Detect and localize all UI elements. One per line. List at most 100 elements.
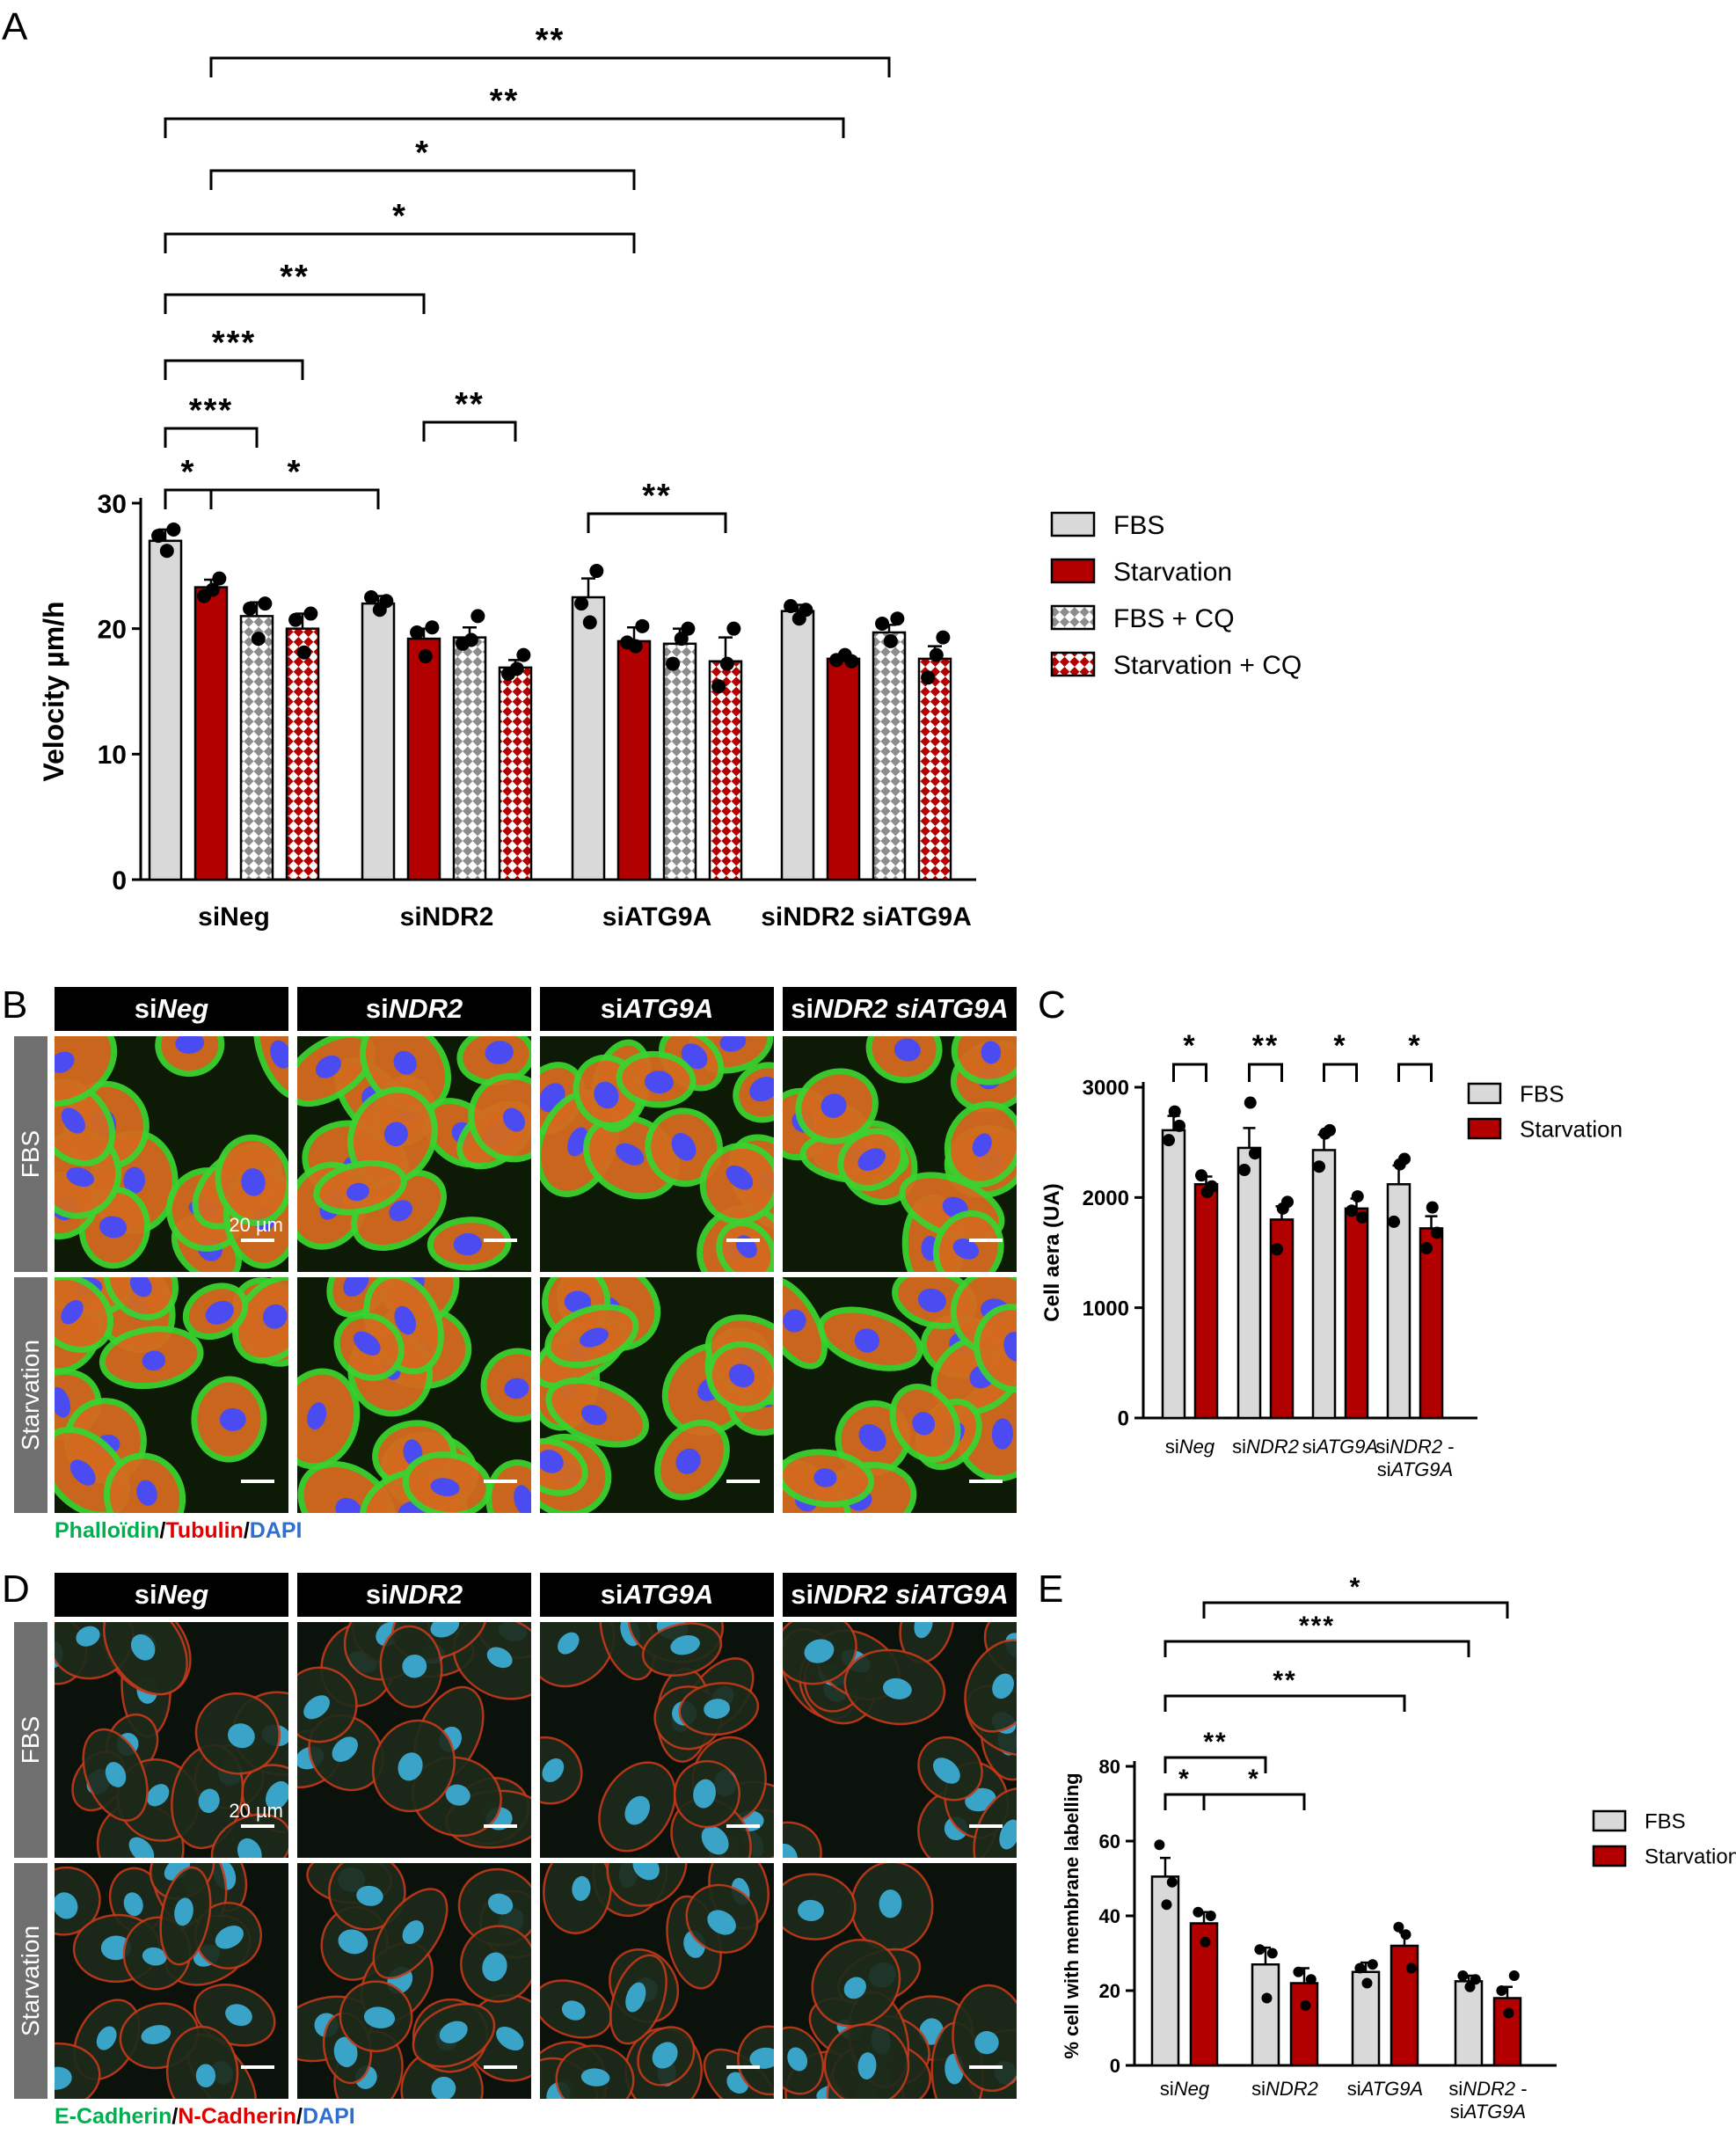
caption-d-ncadherin: N-Cadherin [178, 2104, 297, 2129]
bar-starvation-0 [193, 586, 229, 881]
data-point [159, 544, 174, 559]
significance-label: * [392, 198, 407, 235]
data-point [681, 621, 696, 636]
scale-bar [241, 1824, 274, 1828]
column-header-name: NDR2 [388, 993, 463, 1024]
data-point [1508, 1970, 1520, 1981]
data-point [1163, 1134, 1175, 1147]
significance-bracket [164, 359, 304, 380]
y-tick-label: 0 [1118, 1407, 1129, 1431]
column-header-0: siNeg [55, 1573, 288, 1617]
column-header-3: siNDR2 siATG9A [783, 1573, 1017, 1617]
group-label: siATG9A [1450, 2101, 1526, 2123]
micrograph-0-2 [540, 1622, 774, 1858]
significance-label: ** [1273, 1666, 1296, 1695]
data-point [1431, 1226, 1443, 1239]
legend-swatch [1467, 1082, 1502, 1105]
bar-starvation-3 [826, 657, 861, 881]
column-header-0: siNeg [55, 987, 288, 1031]
significance-bracket [587, 512, 727, 533]
group-label-part: ATG9A [1462, 2101, 1527, 2123]
data-point [425, 620, 440, 635]
scale-bar [726, 1824, 760, 1828]
legend-label: FBS [1645, 1810, 1686, 1834]
y-tick-label: 60 [1099, 1831, 1120, 1853]
panel-label-e: E [1038, 1568, 1064, 1611]
column-header-prefix: si [365, 993, 389, 1024]
data-point [1496, 1985, 1507, 1996]
micrograph-1-0 [55, 1863, 288, 2099]
data-point [719, 656, 734, 671]
column-header-3: siNDR2 siATG9A [783, 987, 1017, 1031]
legend-swatch [1467, 1117, 1502, 1140]
data-point [1238, 1164, 1251, 1176]
data-point [212, 571, 227, 586]
bar-fbs-3 [1454, 1980, 1484, 2067]
data-point [875, 616, 890, 631]
micrograph-1-2 [540, 1277, 774, 1513]
significance-bracket [1163, 1756, 1267, 1773]
bar-starvation-0 [1193, 1183, 1219, 1420]
group-label-part: si [1448, 2078, 1462, 2100]
data-point [628, 639, 643, 654]
data-point [844, 654, 859, 669]
scale-bar [241, 2065, 274, 2069]
y-tick-label: 0 [1110, 2055, 1120, 2077]
y-tick-label: 2000 [1083, 1187, 1129, 1210]
significance-label: *** [1299, 1611, 1335, 1641]
scale-bar [969, 1824, 1003, 1828]
scale-bar [969, 1480, 1003, 1483]
column-header-2: siATG9A [540, 1573, 774, 1617]
group-label-part: Neg [1174, 2078, 1210, 2100]
significance-bracket [1248, 1063, 1283, 1082]
column-header-prefix: si [134, 1579, 157, 1610]
data-point [1400, 1929, 1411, 1940]
significance-label: * [1333, 1029, 1346, 1063]
bar-fbs-1 [1236, 1146, 1262, 1420]
data-point [1324, 1123, 1336, 1136]
group-label-part: NDR2 [1390, 1436, 1442, 1458]
row-label-text: Starvation [17, 1925, 44, 2037]
legend-swatch [1050, 604, 1096, 631]
scale-bar [969, 2065, 1003, 2069]
data-point [1193, 1906, 1204, 1918]
data-point [582, 615, 597, 630]
chart-e-membrane-labelling: 0 20 40 60 80 % cell with membrane labelling s… [1061, 1573, 1736, 2123]
significance-label: *** [189, 392, 233, 429]
group-label: siNDR2 - [1448, 2078, 1527, 2100]
significance-bracket [164, 232, 636, 253]
significance-bracket [422, 420, 517, 442]
group-label-part: ATG9A [1390, 1458, 1454, 1480]
bar-fbs-3 [780, 610, 815, 881]
caption-d: E-Cadherin/N-Cadherin/DAPI [55, 2104, 355, 2130]
significance-label: * [415, 135, 430, 172]
group-label-part: NDR2 [1462, 2078, 1515, 2100]
group-label-part: si [1377, 1458, 1391, 1480]
scale-bar [484, 1824, 517, 1828]
bar-starvation-2 [1344, 1207, 1369, 1420]
data-point [1200, 1936, 1211, 1948]
caption-d-dapi: DAPI [303, 2104, 355, 2129]
group-label: siNDR2 [1232, 1436, 1299, 1458]
micrograph-0-1 [297, 1036, 531, 1272]
bar-fbs-1 [1251, 1963, 1280, 2067]
bar-starvation-1 [1289, 1982, 1319, 2067]
significance-label: ** [1252, 1029, 1279, 1063]
scale-bar [726, 1480, 760, 1483]
bar-fbs-2 [571, 596, 606, 881]
bar-starvation-3 [1419, 1227, 1444, 1420]
micrograph-1-0 [55, 1277, 288, 1513]
group-label-part: - [1442, 1436, 1454, 1458]
bar-fbs-cq-3 [872, 631, 907, 881]
data-point [1356, 1210, 1368, 1224]
data-point [1244, 1096, 1257, 1109]
data-point [509, 661, 524, 676]
data-point [711, 679, 726, 694]
y-tick-label: 0 [112, 866, 127, 895]
scale-bar [726, 1239, 760, 1242]
data-point [1405, 1962, 1417, 1974]
scale-bar [241, 1480, 274, 1483]
significance-bracket [1172, 1063, 1207, 1082]
data-point [205, 582, 220, 597]
significance-bracket [1202, 1793, 1306, 1810]
